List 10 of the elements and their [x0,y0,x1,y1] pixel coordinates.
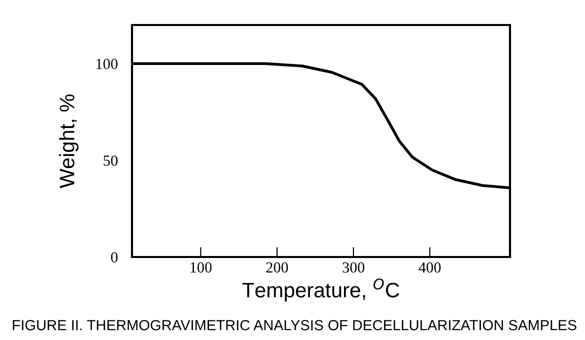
x-tick-label: 300 [342,262,364,273]
y-tick-label: 0 [111,252,118,262]
y-axis-title: Weight, % [59,94,79,188]
x-axis-title: Temperature, $^{O}$C [242,278,400,302]
y-tick-label: 100 [96,58,118,70]
x-tick-label: 100 [190,262,212,273]
y-tick-label: 50 [104,155,118,166]
text: FIGURE II. THERMOGRAVIMETRIC ANALYSIS OF DECELLULARIZATION SAMPLES [12,320,576,330]
x-tick-label: 400 [418,262,441,273]
x-tick-label: 200 [266,262,288,273]
